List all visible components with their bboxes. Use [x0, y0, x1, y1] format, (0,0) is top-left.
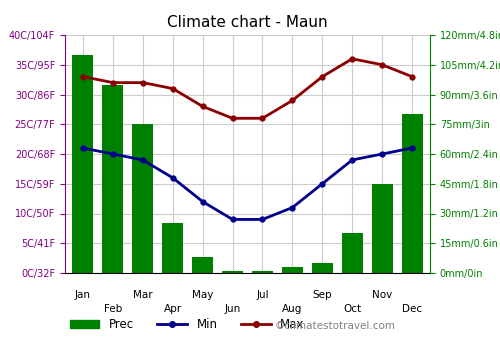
Bar [192, 257, 213, 273]
Bar [372, 184, 392, 273]
Text: Aug: Aug [282, 303, 302, 314]
Bar [252, 271, 273, 273]
Bar [312, 263, 333, 273]
Text: Jul: Jul [256, 290, 269, 300]
Bar [282, 267, 303, 273]
Bar [402, 114, 422, 273]
Bar [222, 271, 243, 273]
Legend: Prec, Min, Max: Prec, Min, Max [65, 314, 309, 336]
Text: Oct: Oct [343, 303, 361, 314]
Bar [132, 124, 154, 273]
Text: Mar: Mar [133, 290, 152, 300]
Text: ©climatestotravel.com: ©climatestotravel.com [275, 321, 396, 331]
Bar [342, 233, 362, 273]
Text: Feb: Feb [104, 303, 122, 314]
Title: Climate chart - Maun: Climate chart - Maun [167, 15, 328, 30]
Text: Jan: Jan [75, 290, 91, 300]
Text: May: May [192, 290, 214, 300]
Text: Nov: Nov [372, 290, 392, 300]
Bar [102, 85, 124, 273]
Text: Dec: Dec [402, 303, 422, 314]
Bar [72, 55, 94, 273]
Bar [162, 223, 183, 273]
Text: Sep: Sep [312, 290, 332, 300]
Text: Jun: Jun [224, 303, 240, 314]
Text: Apr: Apr [164, 303, 182, 314]
